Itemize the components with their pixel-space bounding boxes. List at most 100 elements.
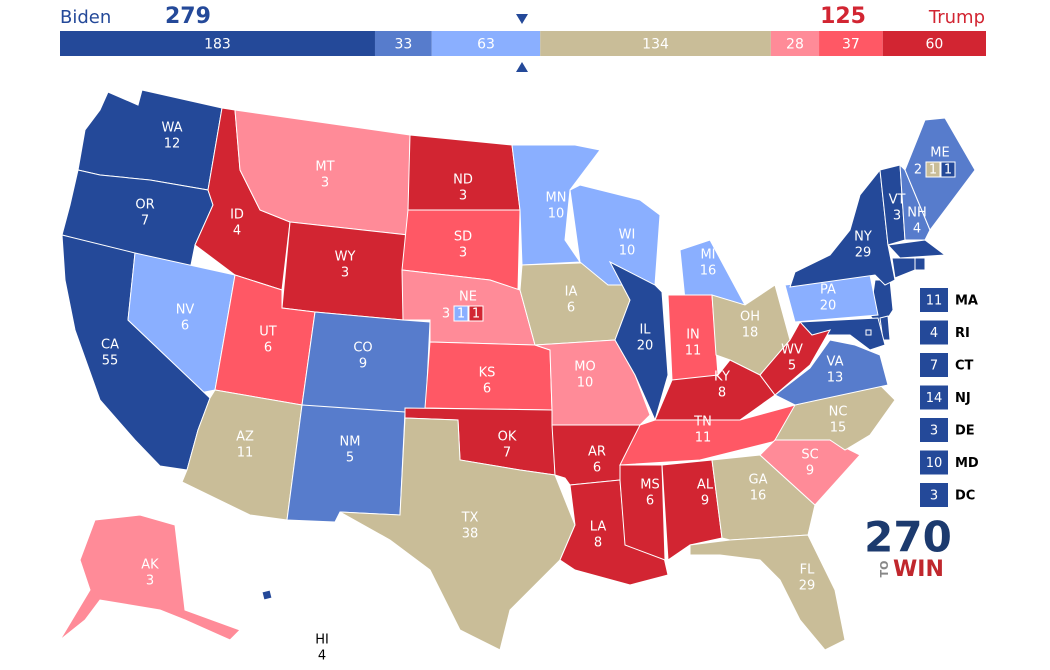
state-abbr: HI bbox=[315, 633, 329, 648]
state-shape bbox=[661, 459, 723, 561]
state-abbr: NE bbox=[459, 290, 477, 305]
state-abbr: IL bbox=[639, 323, 651, 338]
state-abbr: NH bbox=[907, 206, 927, 221]
small-state-box bbox=[920, 418, 948, 442]
logo-word: WIN bbox=[893, 557, 944, 582]
state-ev: 4 bbox=[318, 649, 326, 664]
state-abbr: AR bbox=[588, 445, 606, 460]
state-shape bbox=[619, 464, 666, 561]
small-state-abbr: MD bbox=[955, 456, 979, 471]
state-shape bbox=[759, 321, 832, 396]
state-abbr: ME bbox=[930, 146, 949, 161]
state-ev: 6 bbox=[567, 301, 575, 316]
small-state-abbr: RI bbox=[955, 326, 970, 341]
state-ev: 7 bbox=[141, 214, 149, 229]
state-abbr: KY bbox=[714, 370, 730, 385]
state-abbr: MS bbox=[640, 478, 659, 493]
state-shape bbox=[689, 534, 846, 651]
state-ev: 4 bbox=[913, 222, 921, 237]
state-abbr: VT bbox=[889, 193, 906, 208]
state-abbr: OH bbox=[740, 310, 760, 325]
state-abbr: TX bbox=[461, 511, 479, 526]
state-abbr: PA bbox=[820, 283, 836, 298]
state-ev: 9 bbox=[806, 464, 814, 479]
district-ev: 1 bbox=[929, 163, 937, 178]
state-abbr: UT bbox=[259, 325, 277, 340]
state-abbr: WA bbox=[161, 121, 182, 136]
small-state-box bbox=[920, 353, 948, 377]
bar-segment bbox=[882, 31, 986, 56]
small-state-ev: 11 bbox=[926, 294, 943, 309]
state-abbr: AZ bbox=[236, 430, 254, 445]
bar-segment bbox=[431, 31, 541, 56]
district-ev: 1 bbox=[472, 307, 480, 322]
state-ev: 29 bbox=[855, 246, 872, 261]
district-ev: 1 bbox=[944, 163, 952, 178]
state-shape bbox=[654, 359, 776, 421]
state-abbr: SD bbox=[454, 230, 472, 245]
state-shape bbox=[914, 257, 926, 271]
state-abbr: NY bbox=[854, 230, 872, 245]
district-ev: 3 bbox=[442, 307, 450, 322]
state-abbr: SC bbox=[801, 448, 818, 463]
state-ev: 10 bbox=[619, 244, 636, 259]
state-ev: 55 bbox=[102, 354, 119, 369]
bar-label: 134 bbox=[642, 37, 669, 53]
midpoint-marker bbox=[516, 62, 528, 72]
state-shape bbox=[339, 417, 576, 651]
bar-label: 33 bbox=[394, 37, 412, 53]
state-ev: 4 bbox=[233, 224, 241, 239]
right-total: 125 bbox=[820, 4, 866, 29]
state-ev: 16 bbox=[750, 489, 767, 504]
state-abbr: GA bbox=[749, 473, 768, 488]
state-ev: 6 bbox=[483, 382, 491, 397]
logo-small: TO bbox=[878, 561, 891, 578]
state-abbr: IN bbox=[686, 328, 700, 343]
state-ev: 16 bbox=[700, 264, 717, 279]
state-ev: 3 bbox=[459, 189, 467, 204]
left-name: Biden bbox=[60, 7, 111, 28]
state-ev: 3 bbox=[341, 266, 349, 281]
bar-label: 183 bbox=[204, 37, 231, 53]
state-abbr: LA bbox=[590, 520, 607, 535]
bar-segment bbox=[60, 31, 375, 56]
state-ev: 8 bbox=[594, 536, 602, 551]
state-abbr: VA bbox=[827, 355, 844, 370]
state-abbr: MN bbox=[546, 191, 567, 206]
state-abbr: NV bbox=[176, 303, 195, 318]
state-ev: 6 bbox=[646, 494, 654, 509]
state-ev: 20 bbox=[820, 299, 837, 314]
state-abbr: WV bbox=[781, 343, 803, 358]
state-ev: 6 bbox=[264, 341, 272, 356]
state-abbr: MI bbox=[700, 248, 715, 263]
state-abbr: WI bbox=[619, 228, 636, 243]
state-ev: 9 bbox=[701, 494, 709, 509]
state-ev: 11 bbox=[685, 344, 702, 359]
state-abbr: NC bbox=[829, 405, 848, 420]
state-ev: 10 bbox=[548, 207, 565, 222]
small-state-ev: 7 bbox=[930, 359, 938, 374]
state-abbr: KS bbox=[479, 366, 496, 381]
logo: 270 TO WIN bbox=[864, 513, 952, 583]
state-ev: 13 bbox=[827, 371, 844, 386]
district-box bbox=[453, 305, 469, 322]
state-ev: 20 bbox=[637, 339, 654, 354]
state-shape bbox=[899, 163, 931, 241]
small-state-box bbox=[920, 385, 948, 410]
state-abbr: AL bbox=[697, 478, 714, 493]
small-state-box bbox=[920, 288, 948, 312]
state-ev: 3 bbox=[893, 209, 901, 224]
district-box bbox=[940, 161, 956, 178]
district-ev: 1 bbox=[457, 307, 465, 322]
state-abbr: NM bbox=[340, 435, 361, 450]
state-ev: 11 bbox=[237, 446, 254, 461]
state-shape bbox=[511, 144, 601, 266]
bar-segment bbox=[540, 31, 771, 56]
state-abbr: ID bbox=[230, 208, 244, 223]
small-state-abbr: NJ bbox=[955, 391, 971, 406]
bar-label: 60 bbox=[925, 37, 943, 53]
state-abbr: FL bbox=[800, 563, 815, 578]
state-ev: 3 bbox=[459, 246, 467, 261]
